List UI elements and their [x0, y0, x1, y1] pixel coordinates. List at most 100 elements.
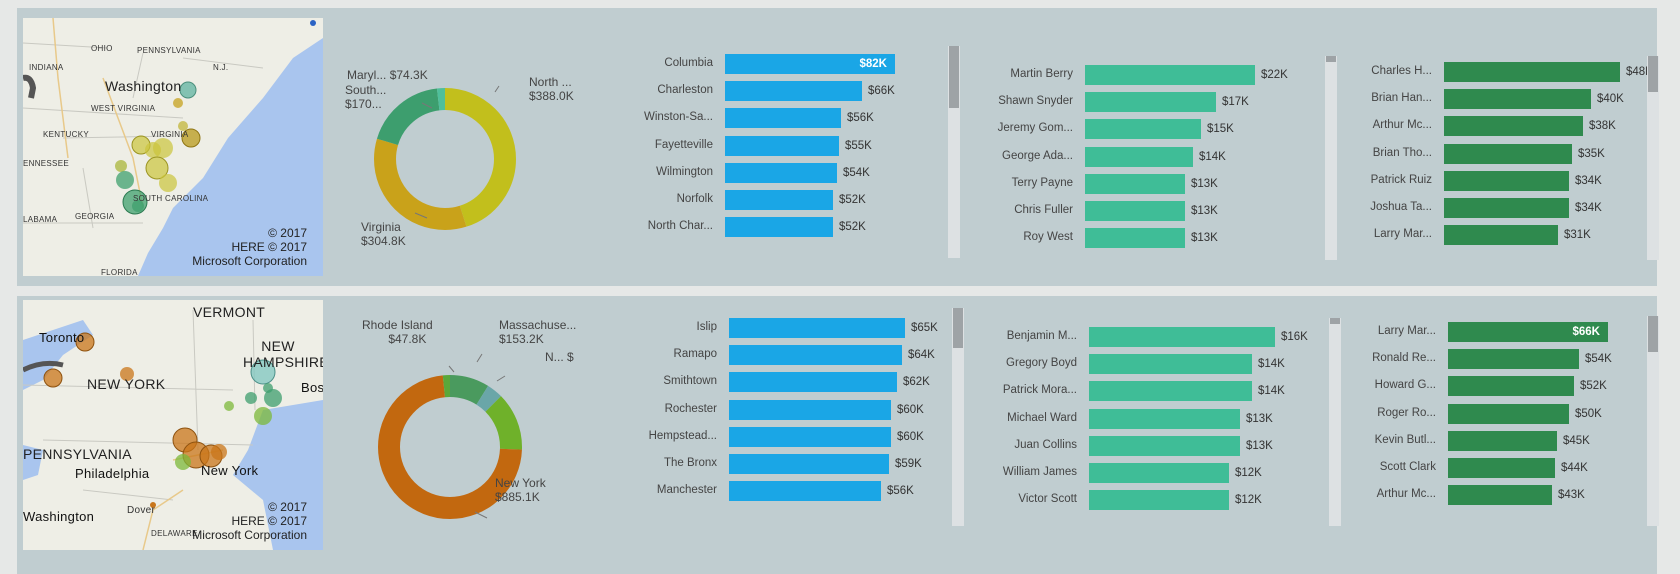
bar-row[interactable]: Kevin Butl... $45K	[1375, 430, 1590, 451]
bar-row[interactable]: Winston-Sa... $56K	[644, 108, 874, 129]
bar[interactable]	[725, 108, 841, 129]
bar[interactable]	[1444, 198, 1569, 218]
bar-row[interactable]: Columbia $82K	[664, 54, 895, 74]
bar-row[interactable]: George Ada... $14K	[1002, 146, 1226, 167]
scrollbar-thumb[interactable]	[1648, 316, 1658, 352]
scrollbar-reps[interactable]	[1329, 318, 1341, 526]
scrollbar-reps[interactable]	[1325, 56, 1337, 260]
bar-row[interactable]: Rochester $60K	[665, 399, 924, 420]
bar-row[interactable]: Roger Ro... $50K	[1377, 403, 1602, 424]
donut-chart-state[interactable]: Rhode Island $47.8K Massachuse... $153.2K …	[347, 296, 597, 574]
bar[interactable]	[725, 135, 839, 156]
bar[interactable]	[725, 54, 895, 74]
bar-row[interactable]: Howard G... $52K	[1375, 376, 1607, 397]
bar[interactable]	[1444, 89, 1591, 110]
bar-row[interactable]: Islip $65K	[697, 318, 938, 338]
map-visual[interactable]: OHIO PENNSYLVANIA N.J. INDIANA Washingto…	[23, 18, 323, 276]
bar-row[interactable]: Patrick Mora... $14K	[1003, 381, 1285, 402]
bar[interactable]	[1089, 463, 1229, 483]
bar-row[interactable]: Brian Tho... $35K	[1373, 143, 1605, 164]
scrollbar-thumb[interactable]	[949, 46, 959, 108]
bar[interactable]	[1448, 322, 1608, 342]
bar-row[interactable]: Smithtown $62K	[663, 372, 930, 393]
scrollbar-customers[interactable]	[1647, 316, 1659, 526]
bar[interactable]	[729, 345, 902, 366]
bar[interactable]	[1448, 430, 1557, 451]
bar-row[interactable]: Patrick Ruiz $34K	[1371, 170, 1602, 191]
scrollbar-customers[interactable]	[1647, 56, 1659, 260]
bar-row[interactable]: Norfolk $52K	[677, 190, 866, 210]
bar-row[interactable]: Arthur Mc... $43K	[1377, 485, 1585, 506]
bar[interactable]	[729, 399, 891, 420]
bar[interactable]	[729, 372, 897, 393]
bar[interactable]	[1089, 490, 1229, 511]
bar[interactable]	[1089, 354, 1252, 375]
scrollbar-cities[interactable]	[952, 308, 964, 526]
bar[interactable]	[1444, 170, 1569, 191]
bar[interactable]	[1085, 119, 1201, 140]
bar[interactable]	[1448, 485, 1552, 506]
scrollbar-thumb[interactable]	[953, 308, 963, 348]
bar[interactable]	[725, 217, 833, 238]
bar[interactable]	[1444, 225, 1558, 246]
map-visual[interactable]: Toronto VERMONT NEW HAMPSHIRE NEW YORK B…	[23, 300, 323, 550]
scrollbar-thumb[interactable]	[1330, 318, 1340, 324]
bar-row[interactable]: Terry Payne $13K	[1012, 173, 1218, 194]
bar[interactable]	[1089, 327, 1275, 347]
scrollbar-thumb[interactable]	[1326, 56, 1336, 62]
scrollbar-thumb[interactable]	[1648, 56, 1658, 92]
bar[interactable]	[725, 190, 833, 210]
bar-row[interactable]: Chris Fuller $13K	[1014, 201, 1218, 221]
bar[interactable]	[1448, 349, 1579, 370]
bar[interactable]	[1085, 201, 1185, 221]
bar-row[interactable]: Manchester $56K	[657, 481, 914, 502]
bar[interactable]	[1089, 408, 1240, 429]
bar[interactable]	[1085, 173, 1185, 194]
bar-row[interactable]: William James $12K	[1003, 463, 1262, 483]
bar[interactable]	[1085, 92, 1216, 113]
bar-row[interactable]: Arthur Mc... $38K	[1373, 116, 1616, 137]
bar[interactable]	[1085, 65, 1255, 85]
bar-row[interactable]: Fayetteville $55K	[655, 135, 872, 156]
bar-row[interactable]: The Bronx $59K	[664, 454, 922, 474]
bar-row[interactable]: Benjamin M... $16K	[1007, 327, 1308, 347]
donut-chart-state[interactable]: Maryl... $74.3K South... $170... North ..…	[345, 8, 597, 286]
bar[interactable]	[1448, 403, 1569, 424]
bar-row[interactable]: Charleston $66K	[657, 81, 895, 102]
bar-row[interactable]: Larry Mar... $66K	[1378, 322, 1608, 342]
bar-row[interactable]: Brian Han... $40K	[1371, 89, 1624, 110]
bar-row[interactable]: Joshua Ta... $34K	[1370, 198, 1602, 218]
bar-row[interactable]: Charles H... $48K	[1371, 62, 1653, 82]
bar[interactable]	[1448, 458, 1555, 478]
bar[interactable]	[725, 81, 862, 102]
bar-row[interactable]: Roy West $13K	[1023, 228, 1218, 249]
bar-row[interactable]: Ramapo $64K	[674, 345, 935, 366]
bar-row[interactable]: Martin Berry $22K	[1010, 65, 1288, 85]
bar-row[interactable]: Juan Collins $13K	[1014, 435, 1273, 456]
bar[interactable]	[1444, 143, 1572, 164]
bar[interactable]	[725, 162, 837, 183]
bar-row[interactable]: North Char... $52K	[648, 217, 866, 238]
bar[interactable]	[729, 454, 889, 474]
bar[interactable]	[1444, 62, 1620, 82]
bar-row[interactable]: Gregory Boyd $14K	[1006, 354, 1285, 375]
bar-row[interactable]: Larry Mar... $31K	[1374, 225, 1591, 246]
bar[interactable]	[1444, 116, 1583, 137]
bar-row[interactable]: Hempstead... $60K	[649, 426, 924, 447]
bar-row[interactable]: Shawn Snyder $17K	[998, 92, 1249, 113]
bar[interactable]	[1085, 228, 1185, 249]
bar-row[interactable]: Michael Ward $13K	[1007, 408, 1273, 429]
bar[interactable]	[1448, 376, 1574, 397]
bar-row[interactable]: Victor Scott $12K	[1018, 490, 1262, 511]
bar-row[interactable]: Scott Clark $44K	[1380, 458, 1588, 478]
bar-row[interactable]: Jeremy Gom... $15K	[998, 119, 1234, 140]
bar[interactable]	[729, 318, 905, 338]
bar[interactable]	[729, 426, 891, 447]
bar[interactable]	[1089, 435, 1240, 456]
bar-row[interactable]: Ronald Re... $54K	[1372, 349, 1612, 370]
bar[interactable]	[1085, 146, 1193, 167]
bar[interactable]	[729, 481, 881, 502]
bar[interactable]	[1089, 381, 1252, 402]
scrollbar-cities[interactable]	[948, 46, 960, 258]
bar-row[interactable]: Wilmington $54K	[656, 162, 870, 183]
